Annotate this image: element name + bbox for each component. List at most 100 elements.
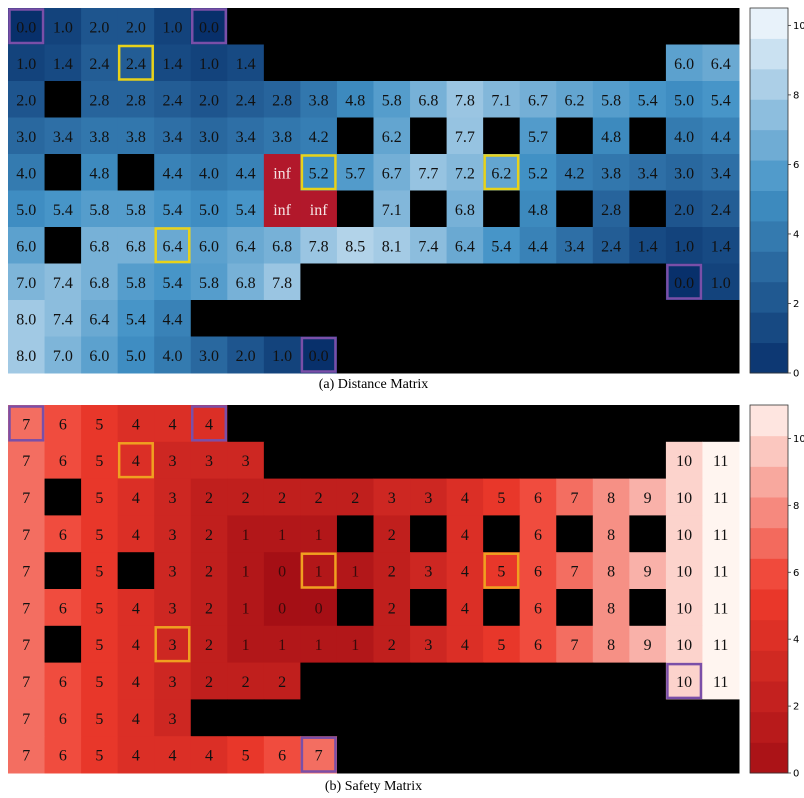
heatmap-cell: [665, 44, 703, 82]
obstacle-cell: [519, 300, 557, 337]
obstacle-cell: [446, 8, 484, 45]
heatmap-cell: [665, 552, 703, 590]
cell-value-label: 6.7: [528, 92, 548, 109]
obstacle-cell: [190, 300, 228, 337]
cell-value-label: 3: [242, 453, 250, 470]
heatmap-cell: [446, 515, 484, 553]
cell-value-label: 10: [676, 453, 692, 470]
obstacle-cell: [556, 117, 594, 155]
obstacle-cell: [592, 736, 630, 774]
cell-value-label: 1: [315, 564, 323, 581]
cell-value-label: 5.4: [53, 202, 73, 219]
cell-value-label: 3: [205, 453, 213, 470]
colorbar-segment: [750, 405, 788, 437]
heatmap-cell: [373, 81, 411, 118]
heatmap-cell: [44, 44, 82, 82]
yellow-highlight-box: [154, 227, 191, 264]
heatmap-cell: [44, 441, 82, 480]
yellow-highlight-box: [483, 154, 520, 191]
heatmap-cell: [81, 8, 119, 45]
obstacle-cell: [483, 699, 521, 737]
cell-value-label: 7: [571, 490, 579, 507]
heatmap-cell: [81, 552, 119, 590]
heatmap-cell: [117, 589, 155, 627]
heatmap-cell: [410, 552, 448, 590]
cell-value-label: 1.0: [199, 56, 219, 73]
heatmap-cell: [556, 552, 594, 590]
heatmap-cell: [665, 625, 703, 664]
purple-highlight-box: [300, 736, 337, 773]
obstacle-cell: [519, 441, 557, 480]
heatmap-cell: [227, 154, 265, 191]
cell-value-label: 5.4: [162, 275, 182, 292]
heatmap-cell: [592, 552, 630, 590]
obstacle-cell: [446, 441, 484, 480]
obstacle-cell: [227, 699, 265, 737]
cell-value-label: 4.0: [674, 129, 694, 146]
obstacle-cell: [556, 44, 594, 82]
heatmap-cell: [629, 227, 667, 264]
cell-value-label: 7.2: [455, 165, 475, 182]
heatmap-cell: [300, 117, 338, 155]
heatmap-cell: [8, 336, 46, 374]
heatmap-cell: [117, 336, 155, 374]
cell-value-label: 4.8: [601, 129, 621, 146]
colorbar-tick-label: 2: [793, 702, 799, 713]
cell-value-label: 1.0: [674, 238, 694, 255]
cell-value-label: 6.2: [565, 92, 585, 109]
heatmap-cell: [410, 81, 448, 118]
heatmap-cell: [483, 478, 521, 516]
colorbar-tick-label: 0: [793, 369, 799, 380]
cell-value-label: 5.2: [309, 165, 329, 182]
heatmap-cell: [263, 552, 301, 590]
obstacle-cell: [702, 8, 740, 45]
obstacle-cell: [373, 8, 411, 45]
obstacle-cell: [483, 736, 521, 774]
colorbar-segment: [750, 251, 788, 283]
cell-value-label: 5: [95, 490, 103, 507]
obstacle-cell: [373, 44, 411, 82]
cell-value-label: 3.8: [601, 165, 621, 182]
heatmap-cell: [44, 662, 82, 700]
heatmap-cell: [154, 441, 192, 480]
cell-value-label: 3.8: [89, 129, 109, 146]
cell-value-label: 2: [242, 674, 250, 691]
colorbar-tick-label: 10: [793, 21, 804, 32]
cell-value-label: 4: [461, 600, 469, 617]
heatmap-cell: [8, 699, 46, 737]
heatmap-cell: [227, 662, 265, 700]
cell-value-label: 2: [205, 490, 213, 507]
obstacle-cell: [702, 300, 740, 337]
cell-value-label: 7.4: [53, 275, 73, 292]
heatmap-cell: [190, 589, 228, 627]
cell-value-label: 8: [607, 564, 615, 581]
heatmap-cell: [81, 263, 119, 301]
cell-value-label: 6: [59, 600, 67, 617]
obstacle-cell: [519, 263, 557, 301]
cell-value-label: 5.0: [674, 92, 694, 109]
cell-value-label: 4: [461, 564, 469, 581]
cell-value-label: 3: [168, 564, 176, 581]
colorbar-segment: [750, 8, 788, 39]
heatmap-cell: [117, 81, 155, 118]
cell-value-label: 6: [534, 564, 542, 581]
obstacle-cell: [556, 736, 594, 774]
obstacle-cell: [336, 699, 374, 737]
heatmap-cell: [227, 478, 265, 516]
obstacle-cell: [373, 300, 411, 337]
heatmap-cell: [154, 8, 192, 45]
obstacle-cell: [44, 81, 82, 118]
obstacle-cell: [665, 736, 703, 774]
obstacle-cell: [410, 405, 448, 443]
cell-value-label: 0.0: [309, 348, 329, 365]
heatmap-cell: [154, 227, 192, 264]
heatmap-cell: [263, 625, 301, 664]
heatmap-cell: [629, 625, 667, 664]
heatmap-cell: [227, 736, 265, 774]
cell-value-label: 6: [59, 527, 67, 544]
cell-value-label: 2.4: [601, 238, 621, 255]
cell-value-label: 6.4: [162, 238, 182, 255]
colorbar-tick-label: 4: [793, 635, 799, 646]
cell-value-label: 6: [59, 674, 67, 691]
cell-value-label: 1.0: [53, 19, 73, 36]
